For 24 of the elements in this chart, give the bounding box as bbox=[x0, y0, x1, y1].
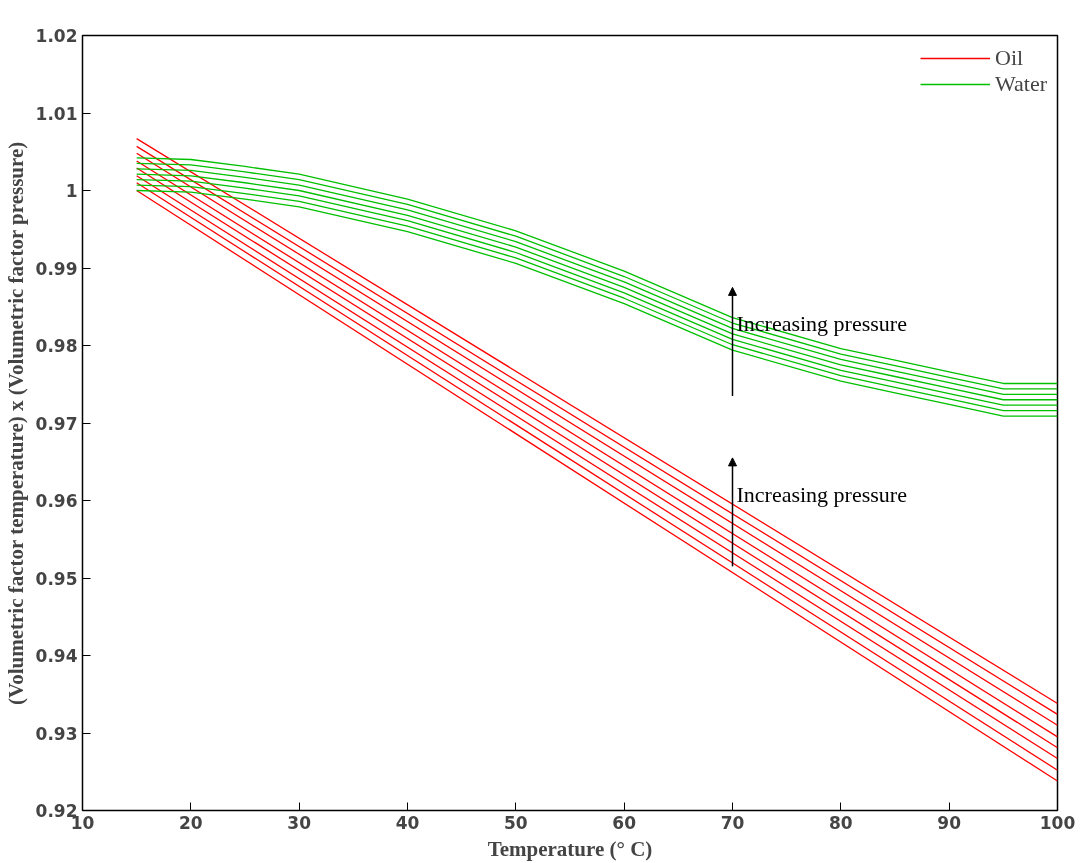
annotation: Increasing pressure bbox=[736, 481, 907, 507]
x-tick-label: 30 bbox=[287, 812, 312, 833]
y-tick-label: 0.97 bbox=[35, 413, 78, 434]
x-tick-label: 40 bbox=[395, 812, 420, 833]
y-tick-label: 0.96 bbox=[35, 491, 78, 511]
x-tick-label: 20 bbox=[179, 812, 203, 833]
x-tick-label: 100 bbox=[1039, 812, 1076, 833]
y-tick-label: 0.95 bbox=[35, 568, 78, 589]
y-tick-label: 1 bbox=[65, 181, 78, 201]
y-tick-label: 0.98 bbox=[35, 336, 78, 356]
x-axis-title: Temperature (° C) bbox=[487, 836, 653, 861]
legend-label: Water bbox=[995, 71, 1047, 97]
y-tick-label: 0.94 bbox=[35, 646, 78, 666]
y-tick-label: 0.99 bbox=[35, 258, 78, 279]
x-tick-label: 80 bbox=[829, 812, 853, 833]
x-tick-label: 90 bbox=[937, 812, 962, 833]
y-axis-title: (Volumetric factor temperature) x (Volumetric factor pressure) bbox=[3, 141, 28, 706]
y-tick-label: 1.01 bbox=[35, 103, 78, 124]
legend-label: Oil bbox=[995, 45, 1024, 71]
y-tick-label: 0.93 bbox=[35, 723, 78, 744]
x-tick-label: 70 bbox=[720, 812, 745, 833]
x-tick-label: 50 bbox=[504, 812, 528, 833]
x-tick-label: 60 bbox=[612, 812, 637, 833]
y-tick-label: 1.02 bbox=[35, 26, 78, 46]
